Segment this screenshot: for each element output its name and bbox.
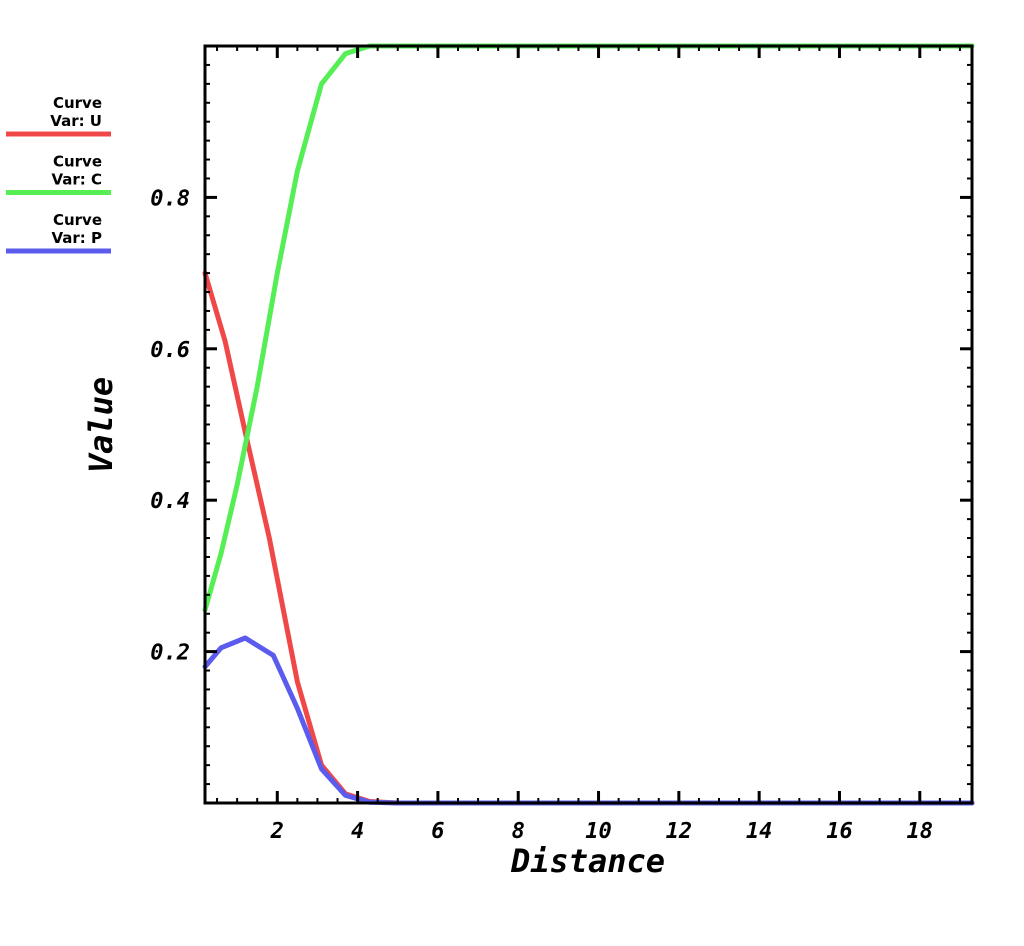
x-tick-label: 18 (907, 819, 934, 844)
x-tick-label: 6 (431, 819, 444, 844)
x-tick-label: 14 (746, 819, 773, 844)
y-tick-label: 0.8 (150, 186, 190, 211)
x-tick-label: 10 (585, 819, 612, 844)
x-tick-label: 8 (512, 819, 525, 844)
y-tick-label: 0.4 (150, 489, 190, 514)
series-line-2 (202, 43, 975, 613)
x-tick-label: 2 (270, 819, 284, 844)
x-tick-label: 16 (826, 819, 853, 844)
legend-label-line1: Curve (53, 211, 102, 229)
y-tick-label: 0.2 (150, 641, 190, 666)
y-axis-title: Value (82, 377, 120, 473)
series-line-1 (202, 270, 975, 806)
legend-label-line2: Var: C (51, 171, 102, 189)
legend-label-line2: Var: U (50, 112, 102, 130)
x-axis-title: Distance (510, 842, 665, 880)
legend-label-line1: Curve (53, 94, 102, 112)
series-line-3 (202, 635, 975, 806)
x-tick-label: 12 (666, 819, 693, 844)
plot-frame (203, 44, 974, 805)
plot-area: 2 4 6 8 10 12 14 16 18 0.2 0.4 0.6 0.8 (150, 43, 975, 844)
y-tick-label: 0.6 (150, 338, 190, 363)
x-tick-label: 4 (351, 819, 364, 844)
legend-label-line2: Var: P (51, 229, 102, 247)
legend-label-line1: Curve (53, 153, 102, 171)
